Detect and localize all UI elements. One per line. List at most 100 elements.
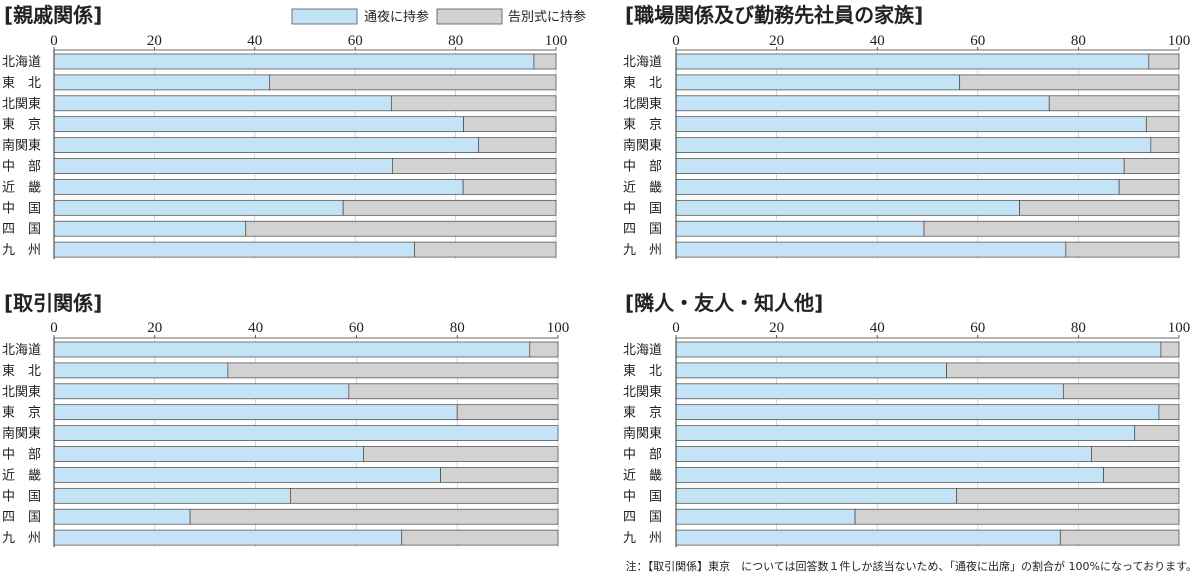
- bar-segment-series2: [923, 220, 1180, 237]
- bar-segment-series1: [53, 241, 415, 258]
- x-tick-label: 0: [50, 33, 58, 49]
- bar-segment-series2: [1065, 241, 1180, 258]
- bar-segment-series1: [53, 467, 441, 483]
- category-label: 近 畿: [623, 468, 662, 483]
- bar-segment-series2: [1091, 446, 1180, 462]
- bar-segment-series1: [675, 362, 947, 379]
- x-tick-label: 20: [769, 320, 784, 336]
- bar-segment-series2: [348, 383, 559, 400]
- bar-segment-series1: [53, 116, 464, 133]
- category-label: 東 北: [623, 75, 662, 91]
- x-tick-label: 80: [450, 320, 465, 336]
- bar-segment-series2: [1059, 529, 1180, 546]
- bar-segment-series1: [675, 487, 958, 504]
- bar-segment-series2: [440, 467, 559, 483]
- bar-segment-series1: [675, 137, 1152, 153]
- bar-segment-series1: [53, 404, 458, 421]
- x-tick-label: 60: [970, 320, 985, 336]
- category-label: 北関東: [623, 384, 662, 400]
- category-label: 東 北: [2, 75, 41, 91]
- x-tick-label: 0: [672, 320, 680, 336]
- bar-segment-series1: [53, 220, 247, 237]
- legend: 通夜に持参 告別式に持参: [291, 8, 586, 25]
- category-label: 中 国: [623, 201, 662, 216]
- category-label: 東 京: [2, 117, 41, 133]
- category-label: 九 州: [2, 243, 41, 258]
- legend-swatch-series1: [291, 8, 358, 25]
- bar-segment-series1: [53, 179, 464, 195]
- category-label: 中 国: [2, 201, 41, 216]
- bar-segment-series2: [1048, 95, 1180, 112]
- category-label: 北関東: [2, 384, 41, 400]
- legend-label-series1: 通夜に持参: [364, 9, 429, 25]
- legend-label-series2: 告別式に持参: [508, 9, 586, 25]
- category-label: 近 畿: [2, 468, 41, 483]
- bar-segment-series1: [675, 179, 1120, 195]
- x-tick-label: 0: [50, 320, 58, 336]
- bar-segment-series1: [53, 362, 229, 379]
- bar-segment-series1: [675, 199, 1020, 216]
- bar-segment-series1: [675, 383, 1064, 400]
- x-tick-label: 40: [248, 320, 263, 336]
- category-label: 東 北: [2, 363, 41, 379]
- bar-segment-series2: [1062, 383, 1180, 400]
- bar-segment-series2: [1148, 53, 1180, 70]
- category-label: 東 京: [2, 405, 41, 421]
- bar-segment-series1: [53, 529, 403, 546]
- bar-segment-series1: [53, 341, 531, 358]
- category-label: 四 国: [2, 510, 41, 525]
- category-label: 四 国: [623, 510, 662, 525]
- bar-segment-series2: [363, 446, 559, 462]
- bar-segment-series1: [675, 508, 856, 525]
- category-label: 北海道: [2, 55, 41, 70]
- bar-segment-series1: [675, 53, 1150, 70]
- bar-segment-series1: [53, 446, 364, 462]
- bar-segment-series1: [53, 199, 344, 216]
- x-tick-label: 80: [448, 33, 463, 49]
- bar-segment-series2: [1118, 179, 1180, 195]
- bar-segment-series1: [53, 487, 291, 504]
- x-tick-label: 20: [147, 33, 162, 49]
- x-tick-label: 60: [349, 320, 364, 336]
- x-tick-label: 100: [545, 33, 568, 49]
- chart-title: [職場関係及び勤務先社員の家族]: [625, 3, 923, 27]
- bar-segment-series2: [478, 137, 557, 153]
- bar-segment-series2: [245, 220, 557, 237]
- bar-segment-series2: [290, 487, 559, 504]
- bar-segment-series2: [463, 116, 557, 133]
- x-tick-label: 40: [870, 320, 885, 336]
- x-tick-label: 60: [970, 33, 985, 49]
- category-label: 東 北: [623, 363, 662, 379]
- category-label: 北海道: [2, 343, 41, 358]
- category-label: 東 京: [623, 117, 662, 133]
- bar-segment-series2: [1134, 425, 1180, 441]
- chart-title: [隣人・友人・知人他]: [625, 291, 823, 315]
- x-tick-label: 20: [147, 320, 162, 336]
- category-label: 北関東: [623, 96, 662, 112]
- bar-segment-series2: [956, 487, 1180, 504]
- category-label: 九 州: [623, 243, 662, 258]
- bar-segment-series2: [414, 241, 557, 258]
- bar-segment-series2: [1123, 158, 1180, 174]
- legend-swatch-series2: [436, 8, 503, 25]
- bar-segment-series1: [675, 425, 1136, 441]
- x-tick-label: 80: [1071, 33, 1086, 49]
- bar-segment-series2: [533, 53, 557, 70]
- x-tick-label: 40: [870, 33, 885, 49]
- category-label: 四 国: [2, 222, 41, 237]
- category-label: 近 畿: [2, 180, 41, 195]
- x-tick-label: 60: [348, 33, 363, 49]
- bar-segment-series2: [1158, 404, 1180, 421]
- x-tick-label: 80: [1071, 320, 1086, 336]
- bar-segment-series2: [959, 74, 1180, 91]
- chart-title: [親戚関係]: [4, 3, 102, 27]
- category-label: 中 部: [623, 160, 662, 175]
- category-label: 中 部: [623, 448, 662, 463]
- x-tick-label: 100: [547, 320, 570, 336]
- bar-segment-series1: [53, 383, 350, 400]
- footnote: 注：【取引関係】東京 については回答数１件しか該当ないため、「通夜に出席」の割合…: [626, 559, 1197, 573]
- bar-segment-series2: [227, 362, 559, 379]
